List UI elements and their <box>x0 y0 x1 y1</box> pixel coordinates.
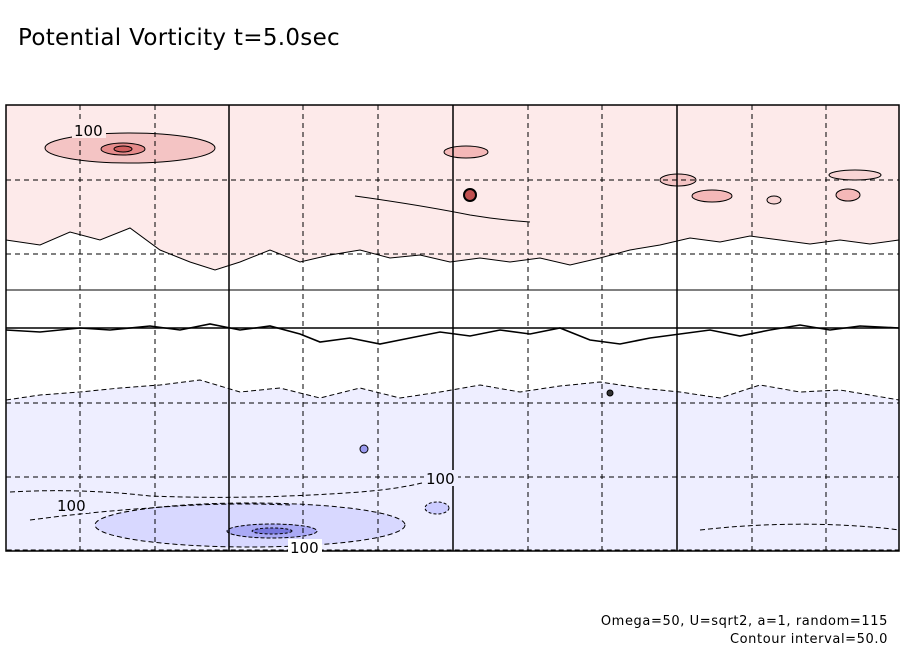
neg-streak-left <box>9 477 441 498</box>
plot-frame <box>5 104 900 552</box>
neg-spot-center <box>424 501 450 515</box>
contour-label: 100 <box>290 539 319 557</box>
pos-blob-7 <box>766 195 782 205</box>
pos-filament <box>354 195 531 223</box>
chart-title: Potential Vorticity t=5.0sec <box>18 25 340 51</box>
pos-blob-2 <box>443 145 489 159</box>
contour-label: 100 <box>74 122 103 140</box>
footer-params: Omega=50, U=sqrt2, a=1, random=115 <box>600 614 888 629</box>
grid <box>6 105 899 551</box>
neg-streak-right <box>699 523 900 531</box>
pos-blob-6 <box>659 173 697 187</box>
pos-blob-5 <box>828 169 882 181</box>
neg-blob-inner <box>251 527 293 535</box>
pos-blob-4 <box>835 188 861 202</box>
pos-blob-inner <box>113 145 133 153</box>
pos-spot-dark <box>463 188 477 202</box>
zero-contour <box>5 323 900 345</box>
pos-blob-3 <box>691 189 733 203</box>
contour-label: 100 <box>57 497 86 515</box>
contour-label: 100 <box>426 470 455 488</box>
neg-spot-small <box>359 444 369 454</box>
neg-streak-left-2 <box>29 503 291 521</box>
footer-contour-interval: Contour interval=50.0 <box>729 632 888 647</box>
neg-spot-mid <box>606 389 614 397</box>
